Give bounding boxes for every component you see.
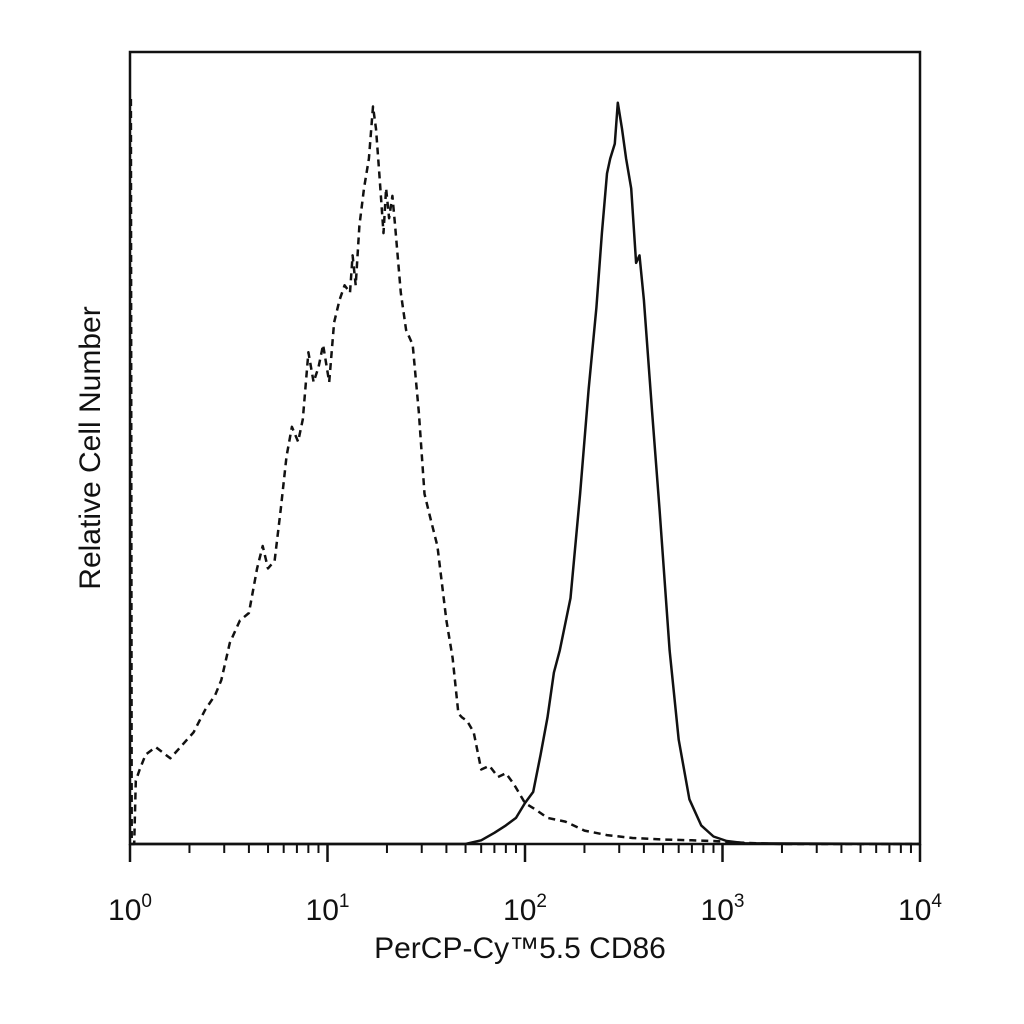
x-tick-label: 102 [503, 891, 547, 927]
y-axis-title: Relative Cell Number [74, 306, 107, 589]
series-layer [129, 98, 921, 846]
x-axis-title: PerCP-Cy™5.5 CD86 [374, 932, 666, 965]
x-axis-tick-labels: 100 101 102 103 104 [108, 891, 942, 927]
series-line-dashed [129, 98, 920, 846]
x-tick-label: 103 [701, 891, 745, 927]
x-tick-label: 100 [108, 891, 152, 927]
plot-frame [128, 50, 922, 846]
x-tick-label: 104 [898, 891, 942, 927]
x-tick-label: 101 [306, 891, 350, 927]
x-axis-major-ticks [128, 844, 922, 862]
series-line-solid [130, 101, 921, 846]
x-axis-minor-ticks [188, 844, 912, 853]
